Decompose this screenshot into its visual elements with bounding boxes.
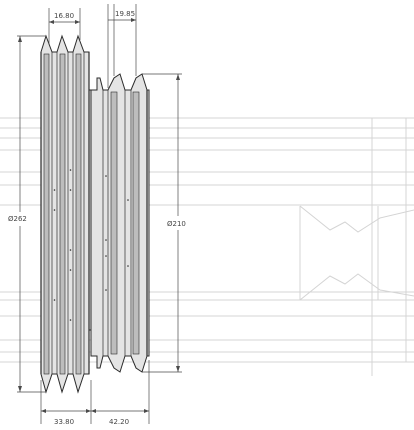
large-pulley	[40, 34, 92, 394]
dimension-bottom-widths	[40, 360, 150, 424]
small-width-label: 42.20	[109, 418, 129, 426]
dimension-small-groove-pitch	[107, 4, 137, 88]
dimension-large-diameter	[17, 35, 46, 393]
dimension-large-groove-pitch	[48, 8, 81, 44]
small-groove-pitch-label: 19.85	[115, 10, 135, 18]
large-width-label: 33.80	[54, 418, 74, 426]
large-groove-pitch-label: 16.80	[54, 12, 74, 20]
large-diameter-label: Ø262	[8, 215, 27, 223]
small-pulley-body	[90, 73, 150, 373]
small-diameter-label: Ø210	[167, 220, 186, 228]
small-pulley	[90, 73, 150, 373]
